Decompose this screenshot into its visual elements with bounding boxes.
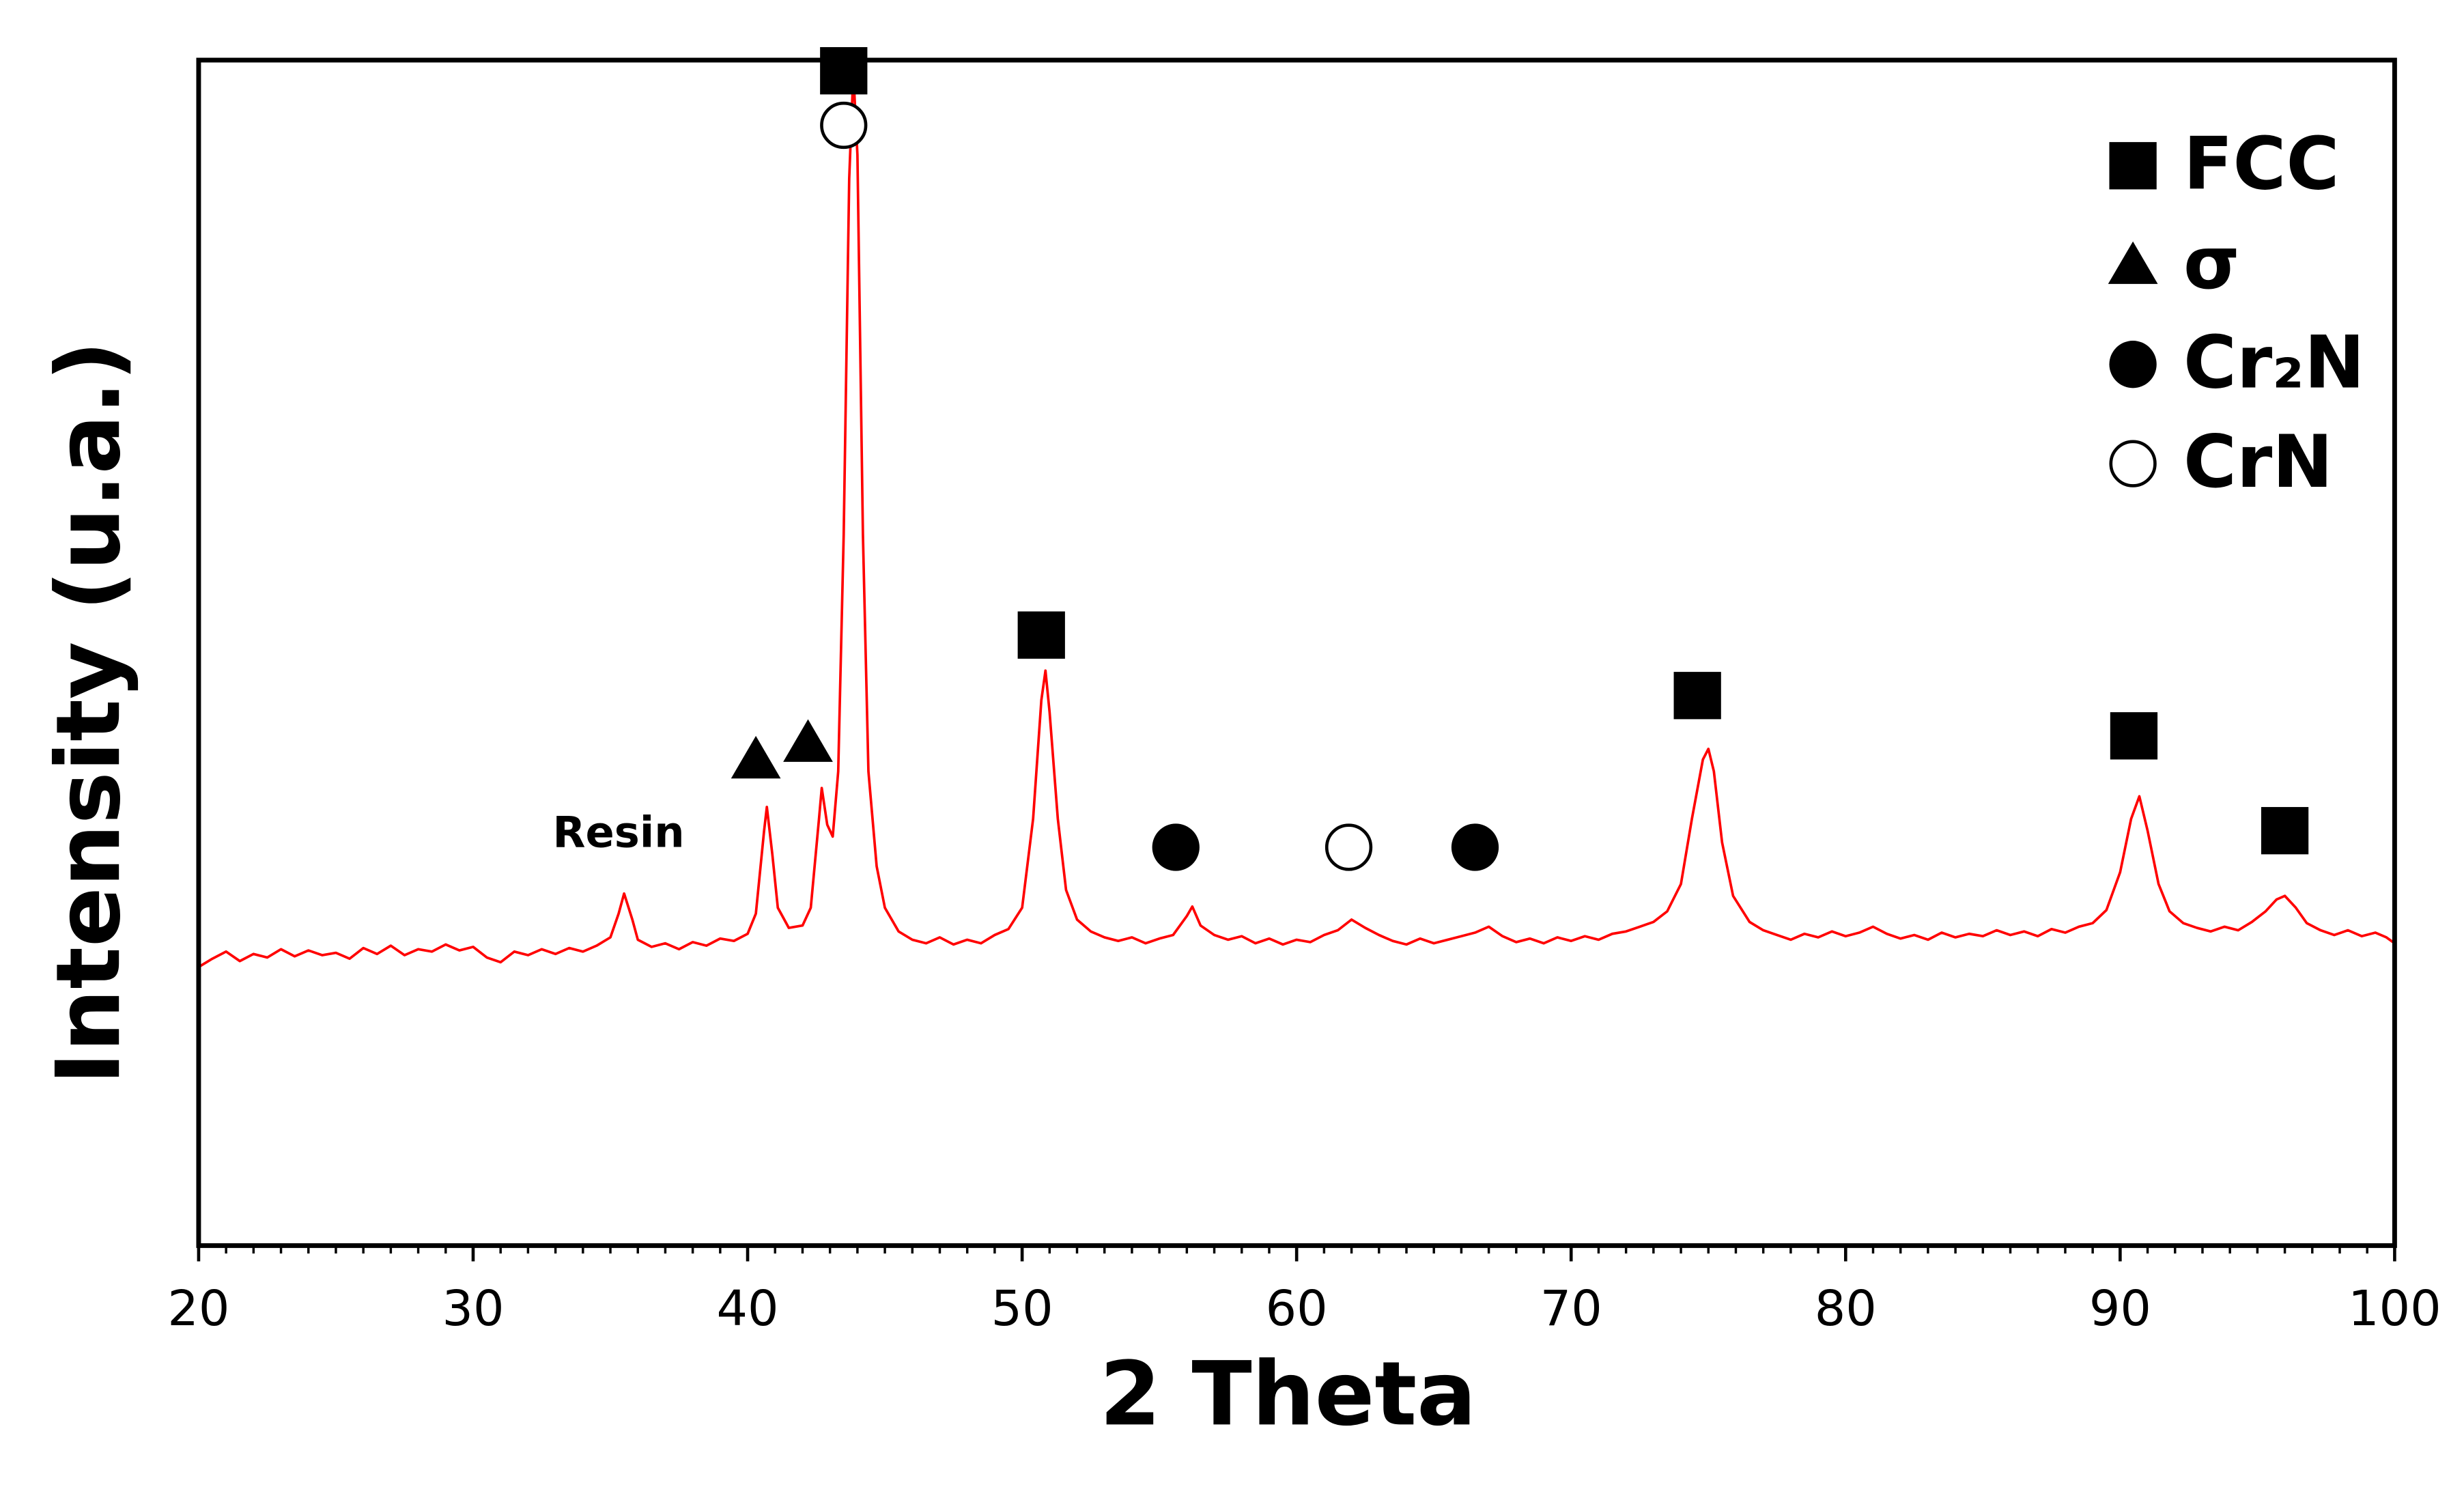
open-circle-marker	[820, 101, 868, 150]
triangle-marker	[731, 735, 781, 779]
x-tick-label: 80	[1815, 1280, 1877, 1337]
circle-marker	[1152, 823, 1200, 871]
x-tick-label: 30	[442, 1280, 504, 1337]
circle-marker	[2109, 341, 2157, 388]
legend-label: CrN	[2183, 420, 2333, 505]
y-axis-label: Intensity (u.a.)	[38, 341, 140, 1085]
x-tick-label: 40	[717, 1280, 779, 1337]
square-marker	[2110, 712, 2158, 760]
circle-marker	[1451, 823, 1499, 871]
data-line	[197, 70, 2396, 968]
square-marker	[2109, 142, 2157, 190]
x-tick-label: 20	[167, 1280, 229, 1337]
square-marker	[2261, 807, 2309, 855]
square-marker	[1673, 672, 1721, 720]
open-circle-marker	[1325, 823, 1373, 871]
x-tick-label: 70	[1540, 1280, 1602, 1337]
triangle-marker	[2108, 241, 2158, 284]
annotation: Resin	[553, 808, 685, 858]
open-circle-marker	[2109, 440, 2157, 487]
x-tick-label: 100	[2348, 1280, 2441, 1337]
plot-frame	[196, 57, 2397, 1248]
square-marker	[820, 47, 868, 95]
x-tick-label: 90	[2089, 1280, 2151, 1337]
square-marker	[1017, 611, 1065, 659]
legend-label: σ	[2183, 221, 2240, 306]
legend-label: Cr₂N	[2183, 321, 2365, 406]
x-tick-label: 60	[1266, 1280, 1328, 1337]
triangle-marker	[783, 719, 833, 762]
x-tick-label: 50	[991, 1280, 1053, 1337]
x-axis-label: 2 Theta	[1099, 1343, 1476, 1445]
legend-label: FCC	[2183, 122, 2339, 207]
